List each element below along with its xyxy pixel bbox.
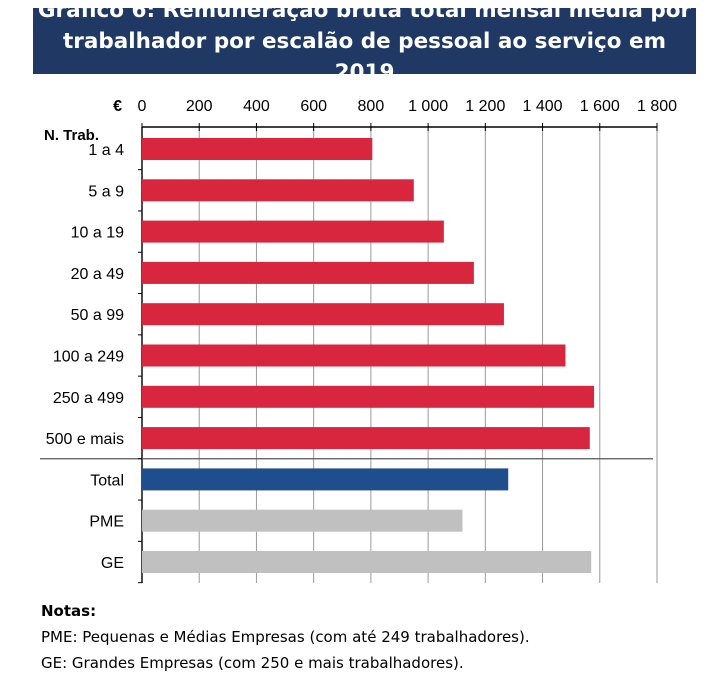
x-tick-label: 400 <box>243 98 270 115</box>
category-label: 100 a 249 <box>53 349 124 366</box>
note-pme: PME: Pequenas e Médias Empresas (com até… <box>41 628 530 646</box>
bar <box>142 385 595 408</box>
category-label: 500 e mais <box>46 431 124 448</box>
category-label: 1 a 4 <box>88 142 124 159</box>
bar <box>142 427 590 450</box>
category-label: 250 a 499 <box>53 390 124 407</box>
category-label: Total <box>90 472 124 489</box>
bar-chart: 0 200 400 600 800 1 000 1 200 1 400 1 600 1 800 € N… <box>40 98 677 584</box>
note-ge: GE: Grandes Empresas (com 250 e mais tra… <box>41 654 464 672</box>
category-label: 5 a 9 <box>88 183 124 200</box>
chart-title-line-2: trabalhador por escalão de pessoal ao se… <box>62 28 666 85</box>
x-tick-label: 800 <box>358 98 385 115</box>
x-tick-label: 200 <box>186 98 213 115</box>
category-label: GE <box>101 555 124 572</box>
bar <box>142 220 444 243</box>
x-tick-label: 600 <box>300 98 327 115</box>
category-label: 10 a 19 <box>71 225 124 242</box>
bar <box>142 138 373 160</box>
unit-label: € <box>113 98 122 115</box>
notes-heading: Notas: <box>41 602 97 620</box>
chart-title: Gráfico 6: Remuneração bruta total mensa… <box>33 0 696 85</box>
bar <box>142 344 566 367</box>
bar <box>142 261 474 284</box>
category-label: 50 a 99 <box>71 307 124 324</box>
x-tick-label: 1 800 <box>637 98 677 115</box>
bar <box>142 509 463 532</box>
x-tick-label: 1 200 <box>465 98 505 115</box>
notes: Notas: PME: Pequenas e Médias Empresas (… <box>41 598 530 676</box>
category-label: PME <box>89 514 124 531</box>
x-tick-label: 1 600 <box>580 98 620 115</box>
category-header: N. Trab. <box>44 127 99 144</box>
bar <box>142 179 414 202</box>
category-label: 20 a 49 <box>71 266 124 283</box>
bar <box>142 551 592 573</box>
bar <box>142 303 504 326</box>
x-tick-label: 1 400 <box>523 98 563 115</box>
x-tick-label: 1 000 <box>408 98 448 115</box>
bar <box>142 468 509 491</box>
chart-title-line-1: Gráfico 6: Remuneração bruta total mensa… <box>37 0 692 23</box>
x-tick-label: 0 <box>138 98 147 115</box>
